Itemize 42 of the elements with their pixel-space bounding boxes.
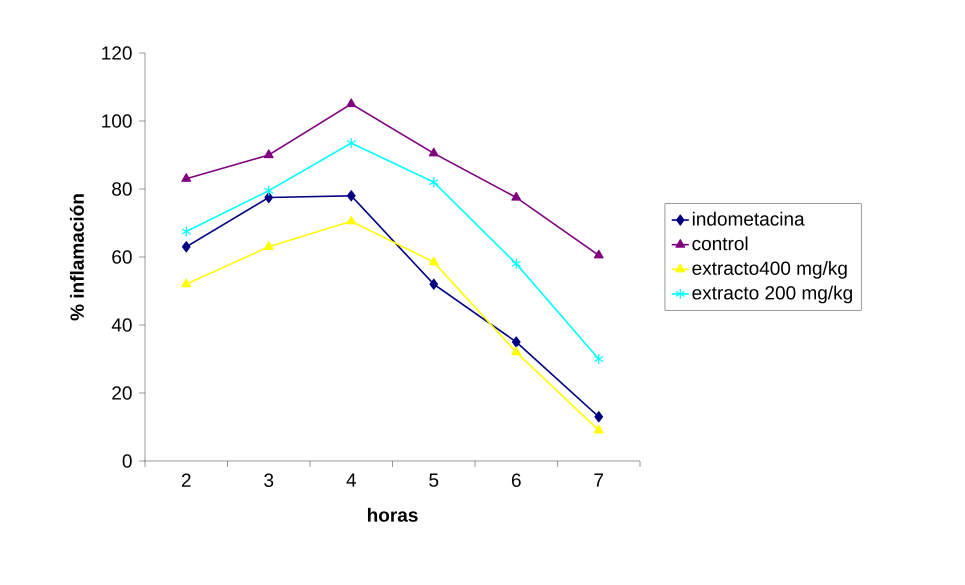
y-tick-label: 0 [122, 454, 132, 468]
point [511, 192, 522, 201]
point [594, 411, 604, 422]
x-axis-title: horas [368, 508, 418, 522]
x-tick-label: 2 [182, 474, 191, 487]
legend-label: indometacina [692, 212, 805, 226]
point [346, 137, 356, 149]
x-tick-label: 3 [264, 474, 274, 487]
point [181, 173, 192, 182]
point [346, 216, 356, 224]
y-tick-label: 20 [112, 386, 132, 400]
x-tick-label: 5 [429, 474, 438, 487]
point [428, 148, 439, 156]
y-tick-label: 120 [102, 46, 132, 60]
point [511, 258, 522, 270]
point [346, 190, 356, 202]
y-tick-label: 60 [112, 250, 132, 264]
point [181, 278, 192, 288]
y-tick-label: 40 [112, 318, 132, 332]
point [264, 241, 274, 250]
point [346, 98, 356, 108]
point [512, 336, 521, 348]
point [428, 256, 439, 266]
x-tick-label: 4 [346, 474, 356, 487]
y-tick-label: 80 [112, 182, 132, 196]
x-tick-label: 7 [594, 474, 604, 487]
point [182, 241, 191, 252]
point [428, 176, 439, 188]
legend-label: control [692, 236, 748, 250]
x-tick-label: 6 [512, 474, 521, 487]
point [594, 250, 604, 258]
point [264, 185, 274, 196]
point [594, 353, 604, 365]
point [594, 424, 604, 434]
point [429, 278, 438, 290]
legend-label: extracto 200 mg/kg [692, 286, 852, 304]
point [511, 346, 522, 356]
y-axis-title: % inflamación [70, 194, 84, 320]
legend-label: extracto400 mg/kg [692, 260, 847, 279]
y-tick-label: 100 [102, 114, 132, 128]
point [181, 226, 192, 238]
point [264, 149, 274, 158]
